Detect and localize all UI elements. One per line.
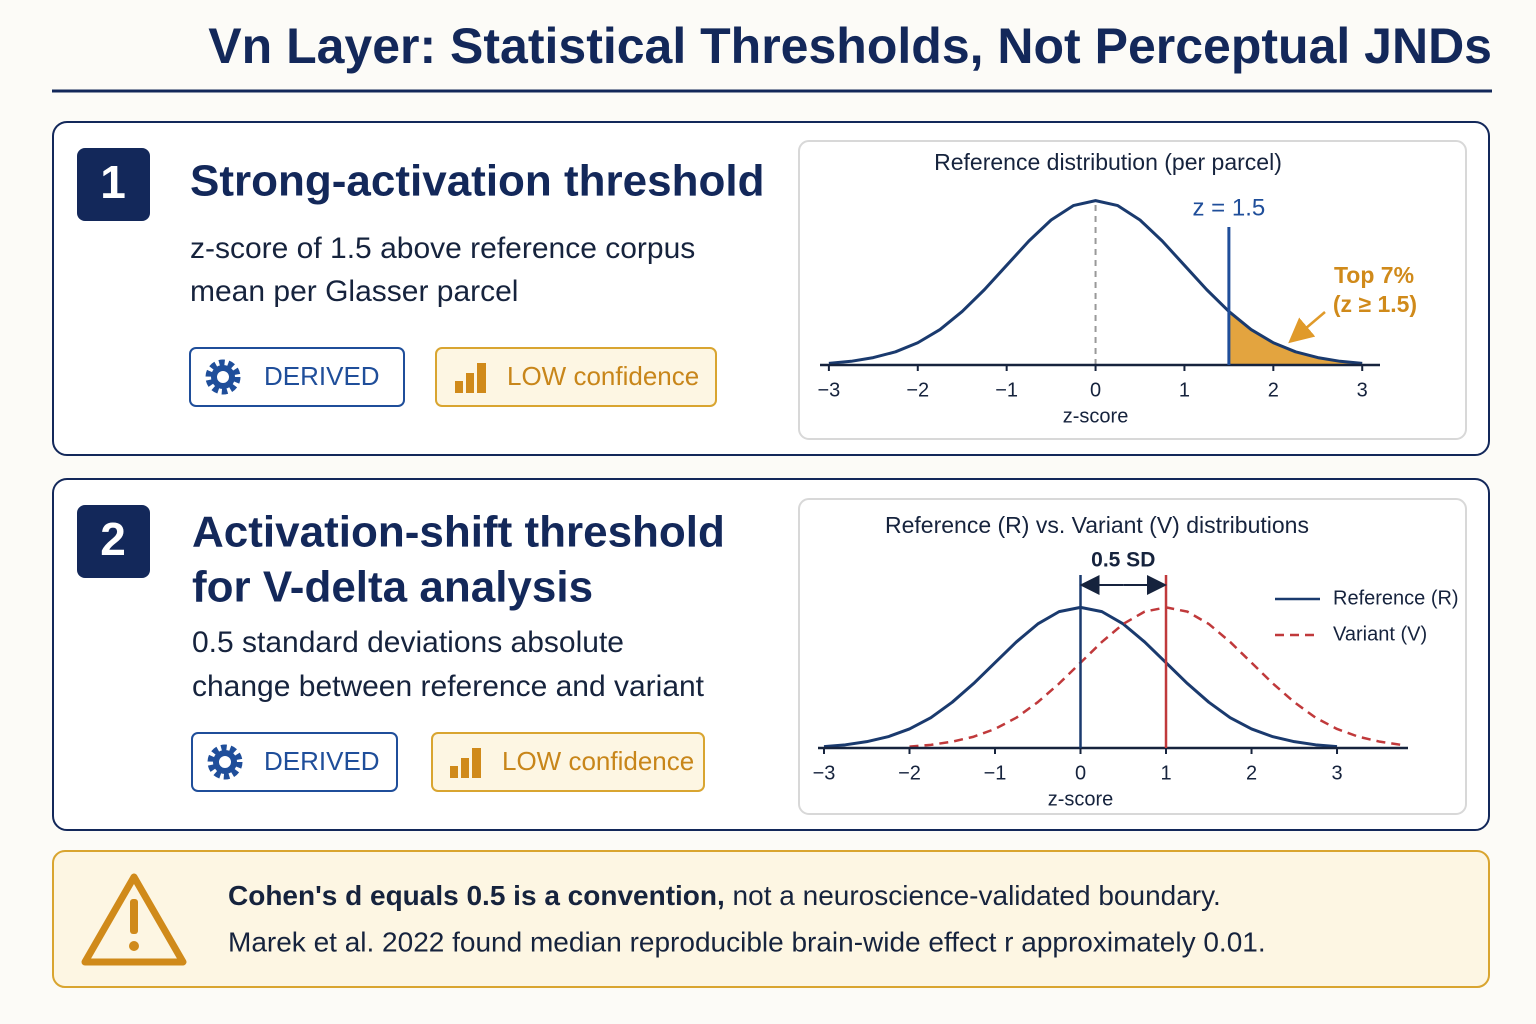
curve	[909, 606, 1402, 748]
badge-label: LOW confidence	[502, 746, 694, 776]
x-tick-label: 0	[1090, 379, 1101, 401]
derived-badge: DERIVED	[191, 732, 398, 792]
x-axis-label: z-score	[1063, 405, 1129, 427]
badge-label: LOW confidence	[507, 361, 699, 391]
section-number: 1	[100, 156, 126, 208]
section-heading: Activation-shift threshold	[192, 508, 725, 557]
section-heading: Strong-activation threshold	[190, 157, 764, 206]
warning-rest: not a neuroscience-validated boundary.	[725, 880, 1221, 911]
x-axis-label: z-score	[1048, 788, 1114, 810]
x-tick-label: 1	[1179, 379, 1190, 401]
legend-label: Reference (R)	[1333, 587, 1459, 609]
section-description: 0.5 standard deviations absolute	[192, 626, 624, 659]
x-tick-label: 3	[1357, 379, 1368, 401]
badge-label: DERIVED	[264, 361, 380, 391]
section-number: 2	[100, 513, 126, 565]
warning-bold: Cohen's d equals 0.5 is a convention,	[228, 880, 725, 911]
x-tick-label: −2	[898, 762, 921, 784]
x-tick-label: 0	[1075, 762, 1086, 784]
x-tick-label: 3	[1331, 762, 1342, 784]
warning-text: Marek et al. 2022 found median reproduci…	[228, 926, 1266, 957]
x-tick-label: −1	[995, 379, 1018, 401]
section-number-badge	[77, 505, 150, 578]
chart-title: Reference (R) vs. Variant (V) distributi…	[885, 512, 1309, 538]
warning-box	[52, 850, 1490, 988]
threshold-label: z = 1.5	[1193, 194, 1266, 221]
x-tick-label: −1	[984, 762, 1007, 784]
derived-badge: DERIVED	[189, 347, 405, 407]
tail-area	[1228, 311, 1363, 365]
x-tick-label: −2	[906, 379, 929, 401]
annotation-arrow	[1288, 311, 1326, 344]
x-tick-label: 1	[1160, 762, 1171, 784]
page-title: Vn Layer: Statistical Thresholds, Not Pe…	[208, 18, 1492, 74]
x-tick-label: 2	[1246, 762, 1257, 784]
legend-label: Variant (V)	[1333, 623, 1427, 645]
section-number-badge	[77, 148, 150, 221]
section-description: change between reference and variant	[192, 670, 705, 703]
section-description: z-score of 1.5 above reference corpus	[190, 232, 695, 265]
tail-annotation: Top 7%	[1334, 262, 1414, 288]
tail-annotation: (z ≥ 1.5)	[1333, 291, 1417, 317]
section-description: mean per Glasser parcel	[190, 275, 518, 308]
badge-label: DERIVED	[264, 746, 380, 776]
shift-label: 0.5 SD	[1091, 549, 1155, 572]
warning-text: Cohen's d equals 0.5 is a convention, no…	[228, 880, 1221, 911]
curve	[828, 199, 1363, 365]
x-tick-label: 2	[1268, 379, 1279, 401]
confidence-badge: LOW confidence	[431, 732, 705, 792]
chart-title: Reference distribution (per parcel)	[934, 149, 1282, 175]
x-tick-label: −3	[817, 379, 840, 401]
chart-frame	[798, 498, 1467, 815]
confidence-badge: LOW confidence	[435, 347, 717, 407]
warning-icon	[81, 873, 187, 966]
x-tick-label: −3	[813, 762, 836, 784]
section-heading: for V-delta analysis	[192, 563, 593, 612]
